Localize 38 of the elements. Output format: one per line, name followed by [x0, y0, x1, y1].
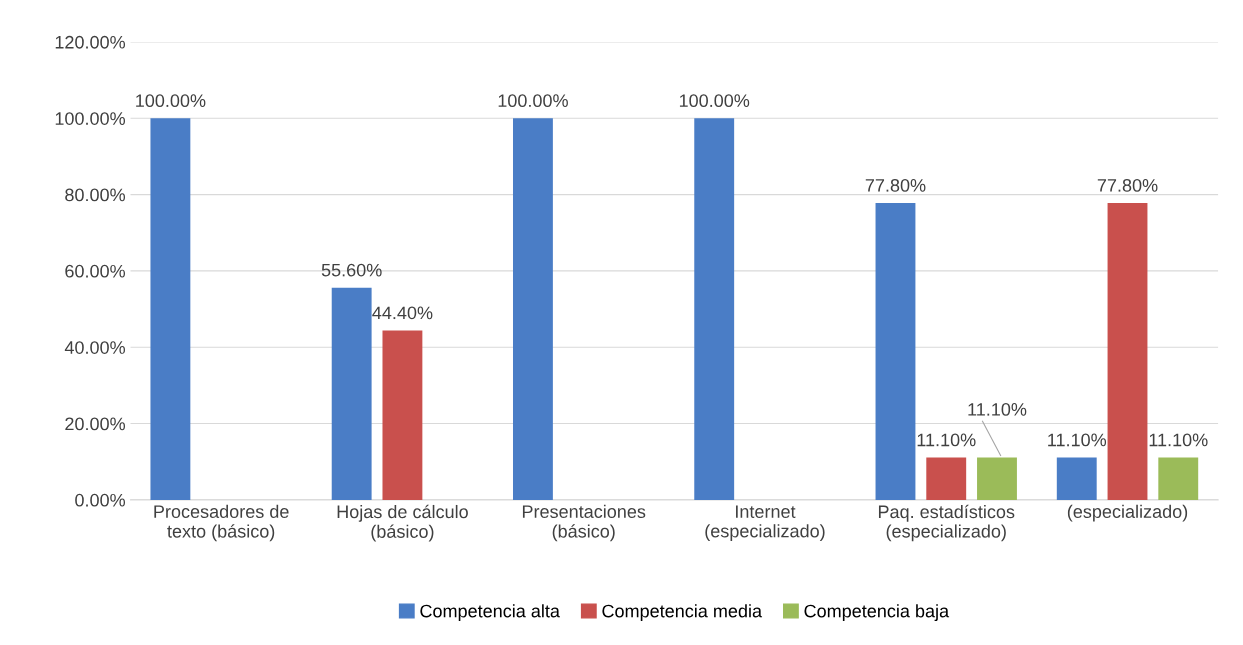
- data-label: 77.80%: [865, 178, 926, 192]
- bar: [382, 330, 423, 500]
- bar: [694, 118, 735, 500]
- y-tick-label: 100.00%: [55, 112, 126, 125]
- data-label: 11.10%: [917, 433, 976, 447]
- bar: [1107, 202, 1148, 500]
- bar: [977, 457, 1017, 500]
- bar: [1056, 457, 1097, 500]
- data-label: 11.10%: [968, 403, 1027, 416]
- x-tick-label: Internet (especializado): [705, 505, 825, 542]
- legend-label: Competencia media: [602, 604, 763, 622]
- data-label: 11.10%: [1149, 433, 1208, 447]
- bar: [331, 287, 372, 500]
- data-label: 100.00%: [136, 94, 206, 108]
- bar: [513, 118, 553, 500]
- x-tick-label: Hojas de cálculo (básico): [337, 504, 468, 542]
- x-tick-label: Procesadores de texto (básico): [154, 504, 289, 542]
- y-tick-label: 120.00%: [55, 35, 126, 49]
- legend-label: Competencia baja: [804, 604, 950, 622]
- y-tick-label: 0.00%: [75, 493, 126, 507]
- y-tick-label: 80.00%: [65, 188, 126, 202]
- x-tick-label: Presentaciones (básico): [522, 504, 646, 542]
- data-label: 77.80%: [1097, 178, 1158, 192]
- legend-label: Competencia alta: [420, 604, 560, 622]
- bar: [926, 457, 967, 500]
- data-label: 11.10%: [1048, 433, 1107, 447]
- bar: [875, 202, 916, 500]
- y-tick-label: 20.00%: [65, 417, 126, 431]
- data-label: 100.00%: [498, 94, 568, 108]
- y-tick-label: 40.00%: [64, 341, 126, 354]
- data-label: 44.40%: [372, 306, 433, 320]
- data-label: 55.60%: [321, 263, 382, 277]
- bar: [1158, 457, 1199, 500]
- x-tick-label: (especializado): [1067, 504, 1188, 522]
- x-tick-label: Paq. estadísticos (especializado): [878, 504, 1015, 542]
- bar: [150, 118, 191, 500]
- data-label: 100.00%: [679, 94, 750, 108]
- y-tick-label: 60.00%: [65, 264, 126, 278]
